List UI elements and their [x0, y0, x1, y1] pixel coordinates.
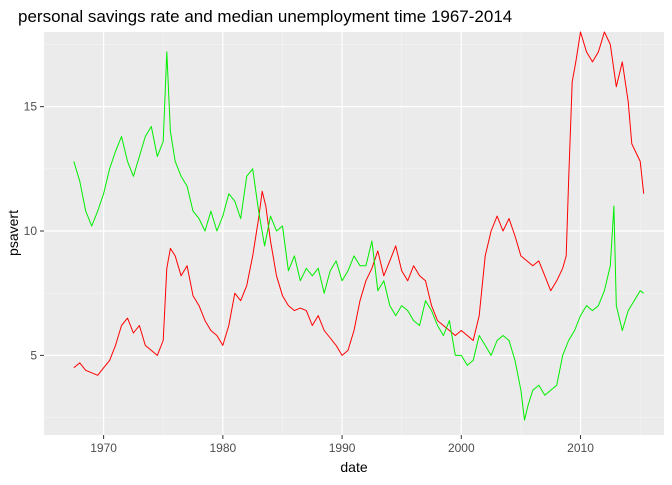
x-axis-ticks: 1970 1980 1990 2000 2010 — [90, 435, 594, 455]
grid-lines — [43, 32, 664, 435]
y-tick-label: 15 — [24, 100, 38, 114]
x-tick-label: 1990 — [329, 441, 356, 455]
x-tick-label: 2000 — [448, 441, 475, 455]
y-axis-ticks: 5 10 15 — [24, 100, 44, 362]
x-tick-label: 1980 — [209, 441, 236, 455]
x-axis-label: date — [340, 459, 367, 475]
y-axis-label: psavert — [5, 210, 21, 256]
y-tick-label: 10 — [24, 224, 38, 238]
series-line-1 — [73, 31, 645, 376]
plot-panel — [44, 32, 664, 435]
x-tick-label: 1970 — [90, 441, 117, 455]
series-lines — [73, 31, 645, 421]
chart-title: personal savings rate and median unemplo… — [18, 7, 512, 26]
x-tick-label: 2010 — [567, 441, 594, 455]
series-line-2 — [73, 51, 644, 421]
y-tick-label: 5 — [30, 348, 37, 362]
